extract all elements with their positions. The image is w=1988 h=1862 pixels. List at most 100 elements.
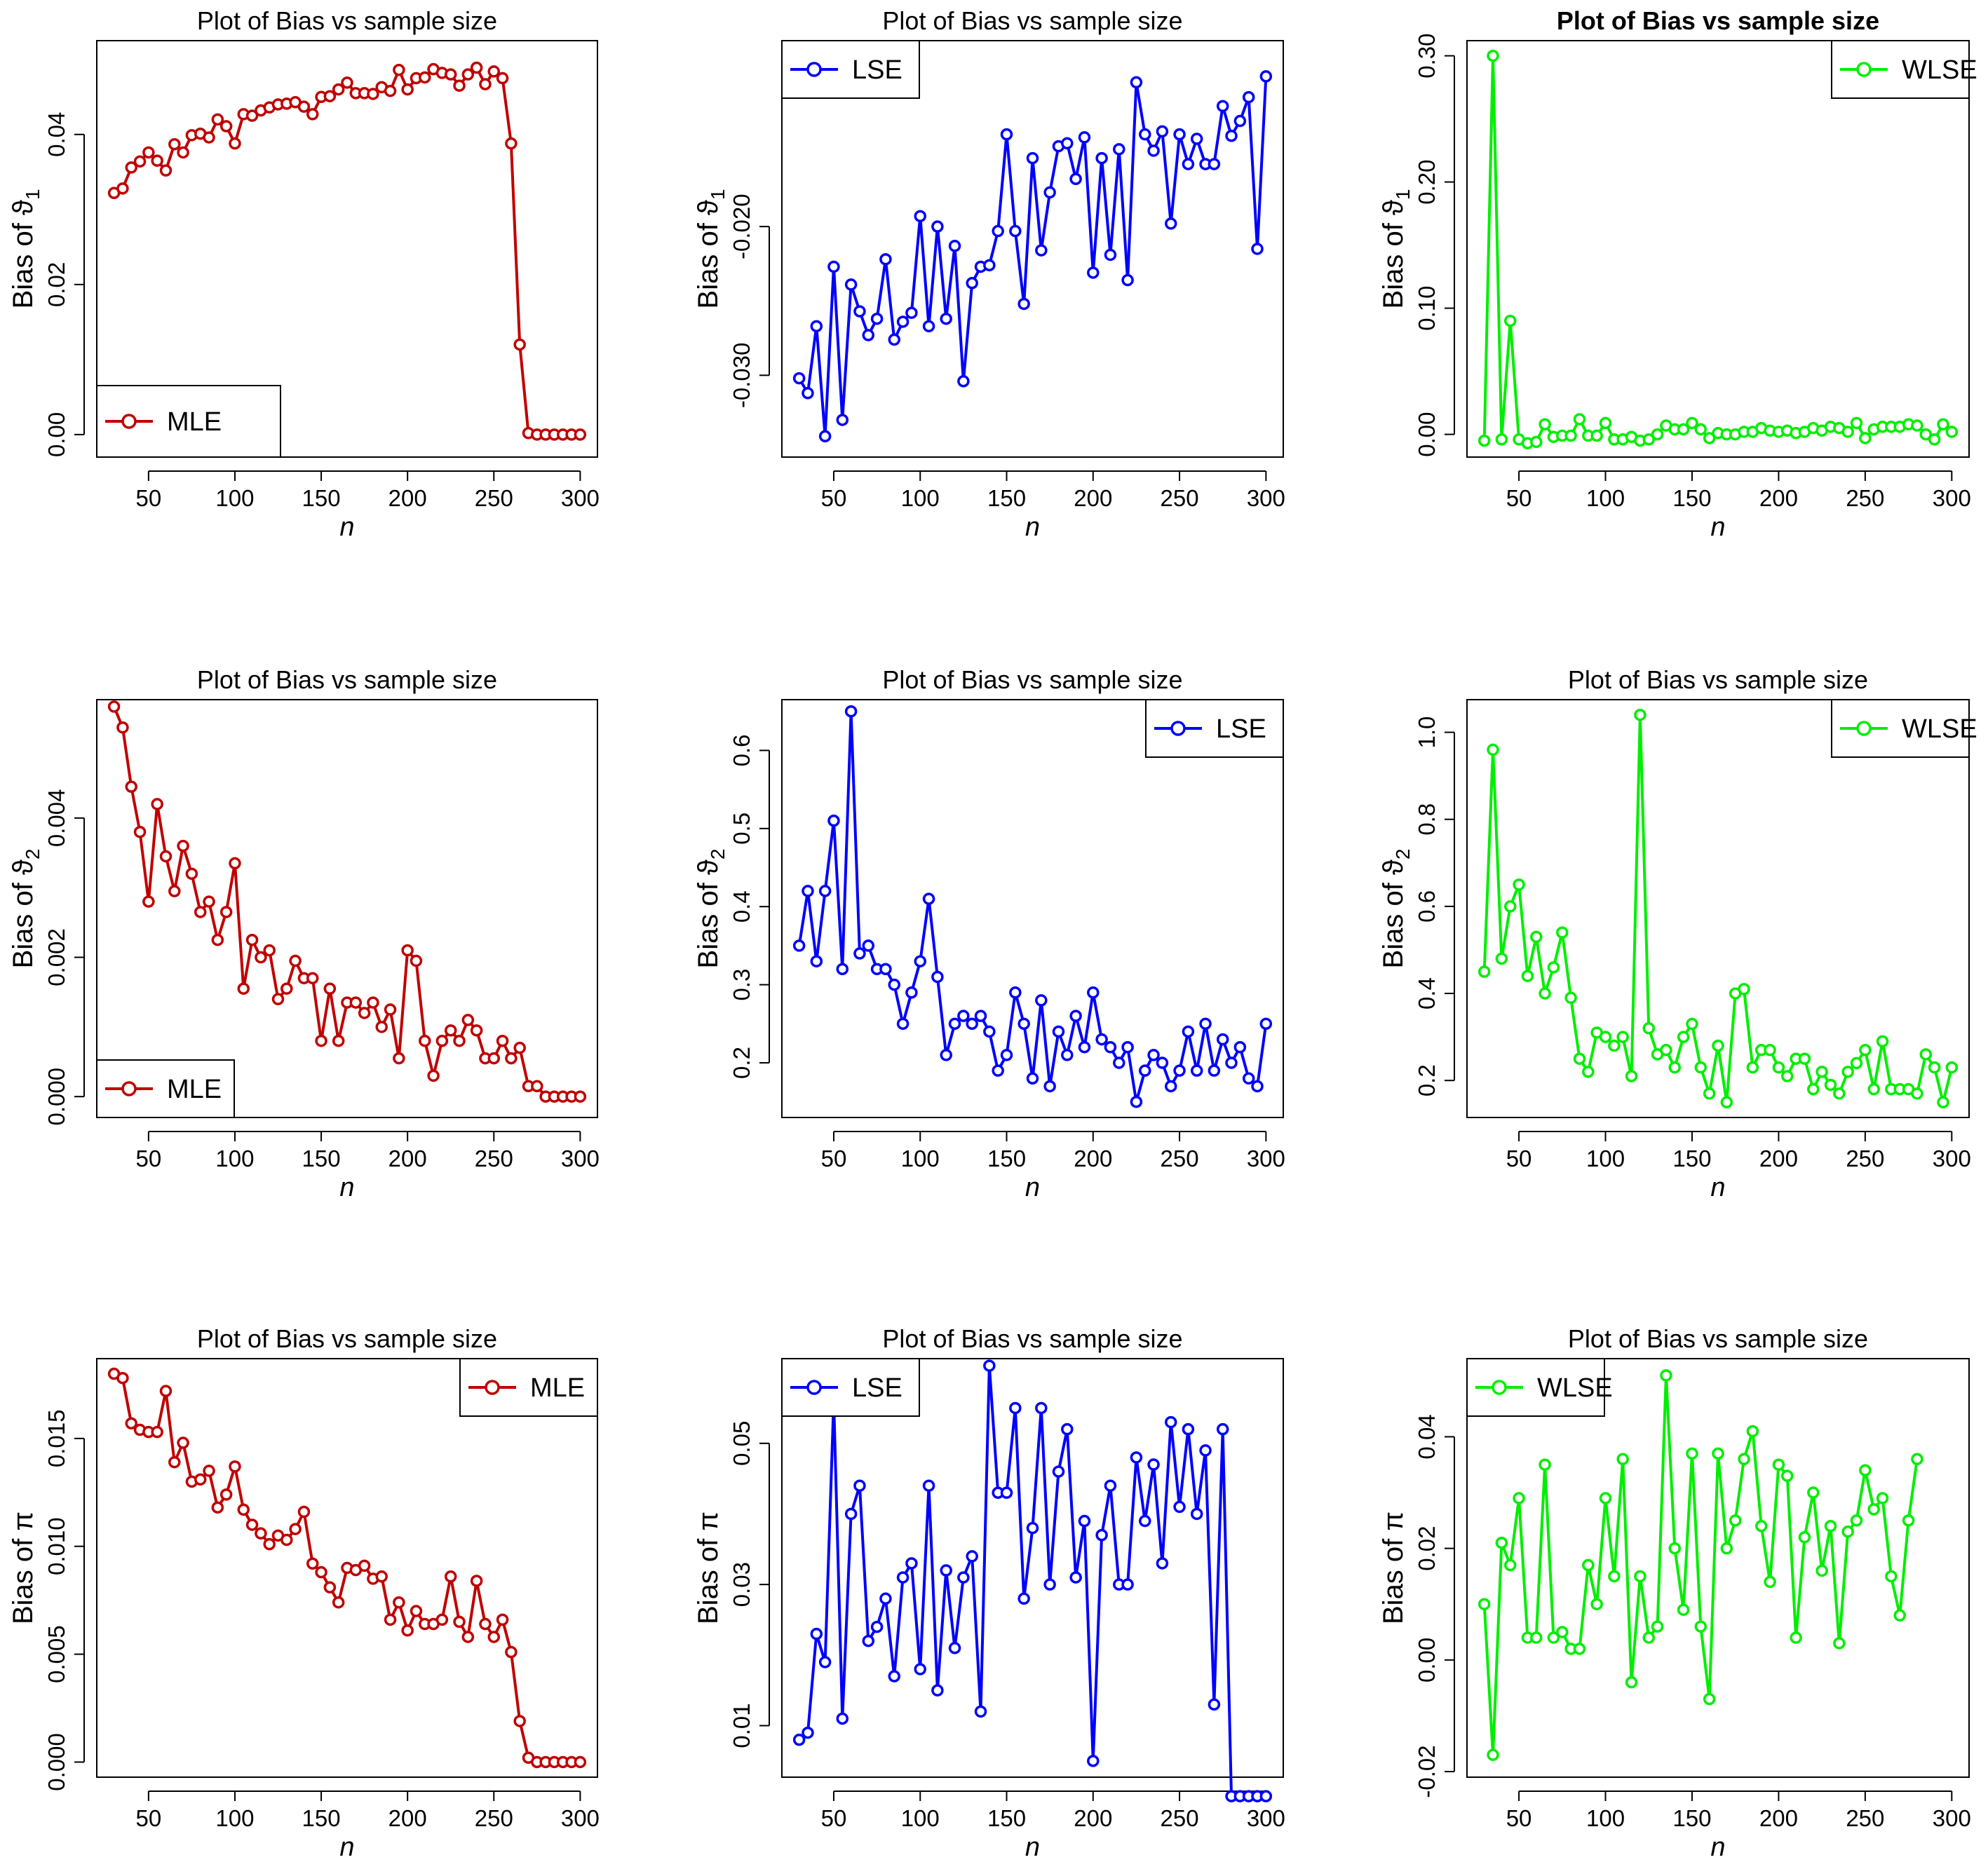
series-line-segment [1204,1450,1216,1705]
series-line-segment [1751,1431,1763,1526]
data-point [1173,128,1186,141]
series-line-segment [147,803,159,902]
data-point [1945,426,1959,438]
legend-marker [121,414,137,429]
data-point [1625,1676,1638,1689]
x-tick-label: 100 [215,1805,254,1831]
data-point [384,1003,397,1016]
data-point [203,131,215,144]
data-point [1841,1525,1854,1538]
data-point [1859,432,1872,444]
data-point [219,1488,233,1501]
data-point [853,1479,866,1492]
data-point [1945,1061,1959,1074]
data-point [792,372,806,385]
series-line-segment [996,134,1008,231]
series-line-segment [1022,1024,1034,1079]
series-line-segment [1534,937,1547,994]
data-point [1815,1066,1828,1078]
data-point [1573,413,1586,426]
legend-box [96,385,281,458]
y-axis-label: Bias of ϑ1 [8,189,43,309]
y-axis: 0.01 0.03 0.05 Bias of π [693,1421,770,1748]
series-line-segment [1109,149,1121,255]
x-tick-label: 50 [821,1146,847,1171]
data-point [1556,926,1569,939]
data-point [177,839,189,852]
data-point [1798,1530,1811,1544]
data-point [1772,1061,1785,1074]
y-axis: 0.2 0.4 0.6 0.8 1.0 Bias of ϑ2 [1378,716,1455,1096]
data-point [1582,1066,1595,1078]
series-line-segment [1717,1045,1729,1103]
legend-label: LSE [1216,714,1266,744]
data-point [1642,1021,1655,1035]
data-point [940,1564,952,1577]
data-point [1876,1492,1889,1504]
data-point [1833,1637,1846,1650]
data-point [1539,1458,1551,1471]
x-tick-label: 50 [821,485,847,511]
x-tick-label: 300 [561,1146,600,1171]
data-point [792,1733,806,1746]
data-point [1850,416,1863,430]
y-axis: -0.02 0.00 0.02 0.04 Bias of π [1378,1414,1455,1798]
y-tick-label: 0.04 [43,112,69,157]
series-line-segment [1517,884,1529,977]
series-line-segment [1534,1465,1547,1638]
data-point [1478,434,1491,447]
y-axis-label-subscript: 1 [1392,189,1414,201]
data-point [185,867,198,881]
x-axis: 50 100 150 200 250 300 n [1506,1790,1971,1862]
data-point [194,1473,207,1486]
series-line-segment [1664,1375,1677,1549]
series-line-segment [1048,1471,1060,1585]
series-line-segment [841,1514,853,1719]
legend: LSE [781,40,920,99]
y-tick-label: 0.3 [729,969,755,1001]
x-tick-label: 200 [1759,1146,1798,1171]
data-point [1113,1056,1125,1069]
y-axis: 0.000 0.005 0.010 0.015 Bias of π [8,1410,85,1791]
legend: LSE [1145,699,1284,758]
series-line-segment [1708,1045,1719,1094]
data-point [237,1503,250,1516]
chart-panel-p31: Plot of Bias vs sample size 50 100 150 200 25… [8,1324,600,1862]
chart-title: Plot of Bias vs sample size [1568,665,1868,694]
x-tick-label: 100 [901,1146,940,1171]
data-point [879,963,892,976]
data-point [1668,1542,1682,1555]
data-point [1000,1486,1013,1500]
data-point [1104,1479,1117,1492]
data-point [827,260,840,273]
legend-marker [485,1380,500,1395]
data-point [211,1501,224,1514]
series-line-segment [1699,1626,1711,1699]
data-point [992,1064,1004,1077]
data-point [1539,987,1551,1000]
data-point [1859,1464,1872,1476]
data-point [168,137,181,151]
data-point [992,224,1004,238]
data-point [879,1592,892,1605]
data-point [957,375,970,388]
series-line-segment [1638,714,1651,1028]
data-point [1738,983,1750,995]
data-point [1564,429,1577,442]
data-point [1764,1044,1776,1056]
data-point [306,1557,319,1570]
x-tick-label: 200 [1074,485,1112,511]
data-point [332,83,345,96]
series-line-segment [156,803,168,857]
data-point [1104,248,1117,261]
y-axis-label: Bias of ϑ1 [1378,189,1414,309]
data-point [289,1523,302,1535]
y-tick-label: -0.020 [729,193,755,259]
chart-title: Plot of Bias vs sample size [882,6,1182,35]
y-tick-label: 0.00 [1414,412,1440,456]
data-point [827,814,840,827]
series-line-segment [1057,1429,1069,1472]
x-tick-label: 250 [1161,1805,1199,1831]
x-axis: 50 100 150 200 250 300 n [136,470,600,542]
data-point [862,939,875,952]
